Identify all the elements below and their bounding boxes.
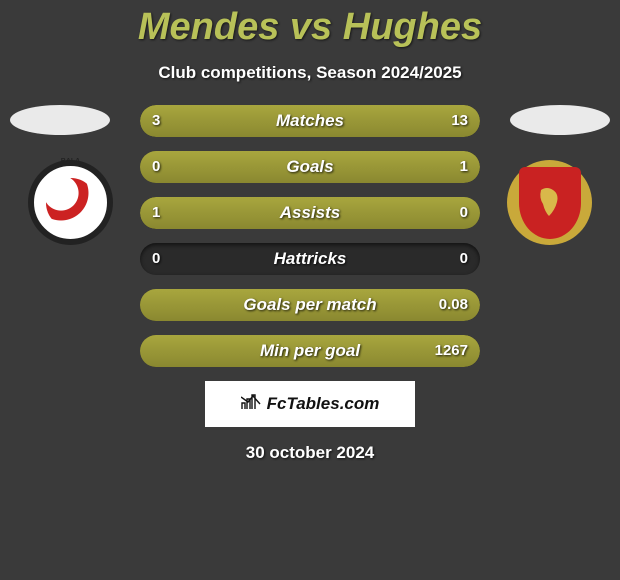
stat-value-right: 0.08 — [439, 289, 468, 321]
ball-icon: BALA — [46, 178, 96, 228]
date-text: 30 october 2024 — [0, 443, 620, 463]
club-badge-right — [507, 160, 592, 245]
shield-icon — [519, 167, 581, 239]
brand-text: FcTables.com — [267, 394, 380, 414]
stat-value-right: 13 — [451, 105, 468, 137]
brand-logo: FcTables.com — [205, 381, 415, 427]
stat-label: Goals per match — [140, 289, 480, 321]
chart-icon — [241, 394, 261, 415]
lion-icon — [535, 186, 565, 220]
stat-value-right: 0 — [460, 243, 468, 275]
stat-row: 1Assists0 — [140, 197, 480, 229]
stat-label: Hattricks — [140, 243, 480, 275]
stat-value-right: 1267 — [435, 335, 468, 367]
stat-label: Matches — [140, 105, 480, 137]
stat-row: 0Hattricks0 — [140, 243, 480, 275]
page-title: Mendes vs Hughes — [0, 0, 620, 49]
stat-row: Goals per match0.08 — [140, 289, 480, 321]
stat-row: Min per goal1267 — [140, 335, 480, 367]
stat-value-right: 0 — [460, 197, 468, 229]
stat-label: Min per goal — [140, 335, 480, 367]
club-badge-left: BALA — [28, 160, 113, 245]
subtitle: Club competitions, Season 2024/2025 — [0, 63, 620, 83]
player-left-avatar-placeholder — [10, 105, 110, 135]
stat-row: 0Goals1 — [140, 151, 480, 183]
player-right-avatar-placeholder — [510, 105, 610, 135]
badge-left-text: BALA — [32, 158, 110, 165]
comparison-panel: BALA 3Matches130Goals11Assists00Hattrick… — [0, 105, 620, 367]
stat-label: Assists — [140, 197, 480, 229]
stat-label: Goals — [140, 151, 480, 183]
stat-row: 3Matches13 — [140, 105, 480, 137]
stats-bars: 3Matches130Goals11Assists00Hattricks0Goa… — [140, 105, 480, 367]
stat-value-right: 1 — [460, 151, 468, 183]
